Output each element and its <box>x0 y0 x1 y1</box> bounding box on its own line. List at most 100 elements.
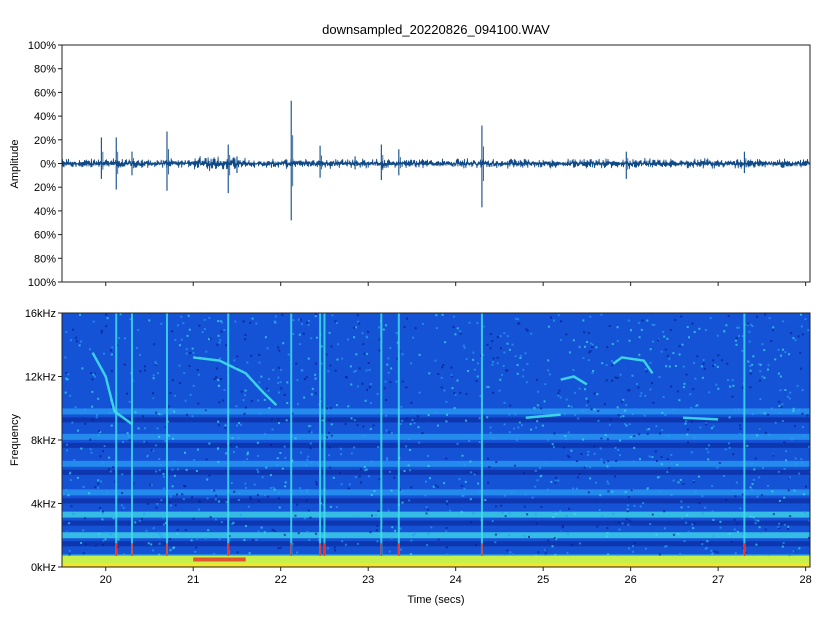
spectrogram-speckle <box>229 443 232 446</box>
spectrogram-speckle <box>121 492 124 494</box>
spectrogram-speckle <box>264 433 266 436</box>
spectrogram-speckle <box>621 400 623 403</box>
spectrogram-speckle <box>263 531 266 534</box>
spectrogram-speckle <box>327 370 330 373</box>
spectrogram-speckle <box>99 509 102 512</box>
waveform-y-ticks: 100%80%60%40%20%0%20%40%60%80%100% <box>28 40 62 289</box>
spectrogram-speckle <box>378 349 381 352</box>
spectrogram-speckle <box>314 392 317 395</box>
spectrogram-speckle <box>99 455 102 458</box>
spectrogram-speckle <box>649 388 652 391</box>
spectrogram-speckle <box>160 536 163 539</box>
spectrogram-speckle <box>644 547 647 550</box>
spectrogram-speckle <box>281 467 284 470</box>
spectrogram-x-tick-label: 22 <box>275 574 287 586</box>
spectrogram-speckle <box>717 354 720 357</box>
spectrogram-fill <box>62 313 810 567</box>
spectrogram-speckle <box>361 382 364 385</box>
spectrogram-speckle <box>149 483 152 486</box>
spectrogram-speckle <box>751 483 754 485</box>
spectrogram-speckle <box>266 495 269 498</box>
spectrogram-speckle <box>121 473 124 476</box>
spectrogram-speckle <box>410 486 413 489</box>
spectrogram-speckle <box>796 384 799 387</box>
spectrogram-speckle <box>283 445 286 448</box>
spectrogram-speckle <box>611 379 614 382</box>
spectrogram-speckle <box>97 482 100 485</box>
spectrogram-speckle <box>728 446 731 449</box>
spectrogram-speckle <box>741 493 744 496</box>
spectrogram-speckle <box>256 441 259 444</box>
spectrogram-speckle <box>798 408 801 411</box>
spectrogram-speckle <box>613 475 616 478</box>
spectrogram-speckle <box>508 534 510 537</box>
spectrogram-speckle <box>479 395 482 398</box>
spectrogram-speckle <box>207 529 210 532</box>
spectrogram-speckle <box>524 493 527 496</box>
spectrogram-speckle <box>383 387 386 390</box>
spectrogram-speckle <box>123 363 126 366</box>
spectrogram-speckle <box>488 466 491 469</box>
spectrogram-speckle <box>441 313 444 316</box>
spectrogram-speckle <box>274 315 277 318</box>
spectrogram-speckle <box>735 343 738 346</box>
spectrogram-speckle <box>497 531 500 534</box>
spectrogram-speckle <box>670 453 673 456</box>
spectrogram-speckle <box>305 491 308 493</box>
spectrogram-speckle <box>221 321 224 324</box>
spectrogram-speckle <box>663 335 666 338</box>
spectrogram-speckle <box>732 453 735 456</box>
spectrogram-speckle <box>553 432 556 435</box>
spectrogram-speckle <box>303 396 306 399</box>
spectrogram-speckle <box>197 373 200 376</box>
spectrogram-speckle <box>205 458 208 461</box>
spectrogram-speckle <box>238 437 241 439</box>
spectrogram-speckle <box>566 551 569 554</box>
spectrogram-speckle <box>682 386 685 389</box>
spectrogram-speckle <box>414 327 417 330</box>
spectrogram-speckle <box>535 426 538 429</box>
spectrogram-speckle <box>450 374 453 377</box>
spectrogram-speckle <box>204 411 207 414</box>
spectrogram-speckle <box>303 378 306 381</box>
spectrogram-speckle <box>162 487 165 490</box>
spectrogram-speckle <box>465 419 467 422</box>
spectrogram-speckle <box>198 500 201 503</box>
spectrogram-speckle <box>373 490 376 492</box>
spectrogram-speckle <box>185 352 188 355</box>
spectrogram-speckle <box>446 503 449 506</box>
spectrogram-speckle <box>257 455 260 457</box>
spectrogram-speckle <box>219 339 222 342</box>
spectrogram-speckle <box>76 340 78 343</box>
spectrogram-speckle <box>585 404 588 407</box>
spectrogram-speckle <box>644 394 647 397</box>
spectrogram-speckle <box>277 376 280 379</box>
spectrogram-speckle <box>174 339 177 341</box>
spectrogram-speckle <box>672 533 675 536</box>
spectrogram-speckle <box>256 494 259 496</box>
spectrogram-speckle <box>191 415 194 418</box>
spectrogram-speckle <box>401 380 404 383</box>
spectrogram-speckle <box>772 326 775 329</box>
spectrogram-speckle <box>504 515 507 518</box>
spectrogram-speckle <box>158 542 161 545</box>
spectrogram-speckle <box>68 549 71 552</box>
spectrogram-speckle <box>72 512 75 515</box>
spectrogram-speckle <box>698 502 701 505</box>
spectrogram-speckle <box>692 481 695 484</box>
spectrogram-speckle <box>778 522 781 525</box>
spectrogram-speckle <box>401 419 404 422</box>
spectrogram-speckle <box>763 412 766 415</box>
spectrogram-speckle <box>759 398 762 401</box>
spectrogram-speckle <box>759 531 762 534</box>
spectrogram-speckle <box>204 537 207 540</box>
spectrogram-speckle <box>459 332 462 335</box>
spectrogram-speckle <box>780 354 782 357</box>
spectrogram-speckle <box>252 539 254 542</box>
spectrogram-speckle <box>506 549 509 552</box>
spectrogram-speckle <box>377 326 380 329</box>
spectrogram-speckle <box>192 384 195 387</box>
spectrogram-speckle <box>196 369 199 371</box>
spectrogram-speckle <box>780 406 783 408</box>
spectrogram-speckle <box>366 388 368 391</box>
